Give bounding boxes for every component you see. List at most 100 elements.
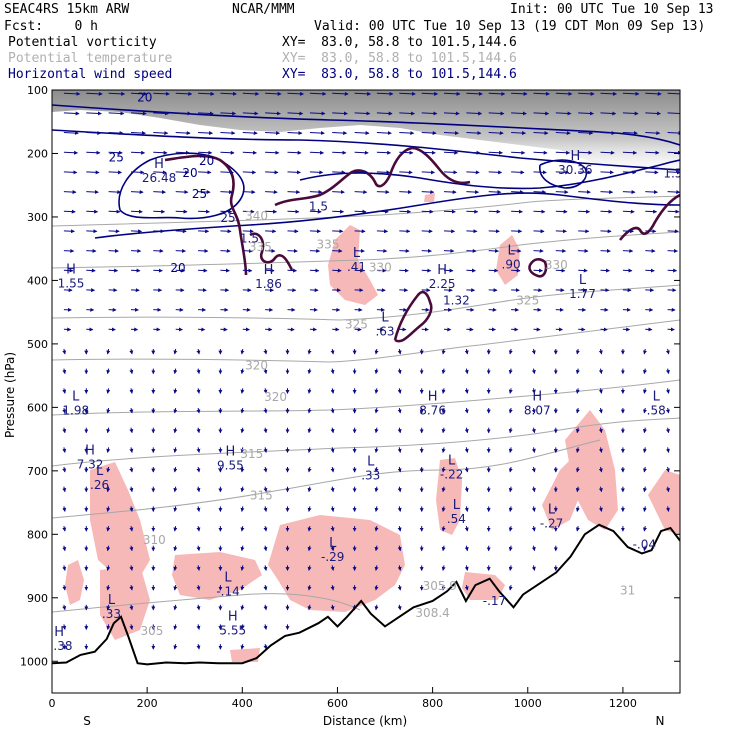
wind-vector [86, 248, 97, 253]
wind-vector [198, 131, 214, 136]
wind-vector [598, 427, 603, 434]
wind-vector [598, 447, 603, 453]
theta-contour-label: 315 [250, 488, 273, 502]
wind-vector [600, 131, 616, 136]
pv-shading-blob [436, 458, 462, 535]
wind-vector [108, 229, 120, 234]
wind-vector [578, 209, 591, 214]
field-name-pv: Potential vorticity [8, 35, 157, 50]
wind-vector [354, 150, 369, 155]
wind-vector [240, 466, 245, 473]
theta-contour-label: 330 [369, 261, 392, 275]
wind-vector [508, 427, 513, 434]
wind-vector [600, 190, 614, 195]
extremum-value: 1.55 [58, 276, 85, 290]
wind-vector [240, 486, 245, 493]
wind-vector [220, 150, 235, 155]
wind-vector [600, 111, 617, 116]
wind-vector [555, 131, 571, 136]
wind-vector [511, 131, 527, 136]
wind-vector [598, 388, 603, 394]
wind-contour [299, 159, 680, 190]
wind-vector [307, 604, 312, 611]
extremum-letter: L [329, 536, 337, 551]
wind-vector [220, 248, 231, 253]
extremum-value: 8.07 [524, 403, 551, 417]
wind-vector [173, 643, 178, 650]
wind-vector [196, 348, 201, 355]
wind-vector [62, 407, 67, 414]
wind-vector [464, 545, 469, 552]
wind-vector [600, 209, 613, 214]
wind-vector [196, 565, 201, 571]
wind-vector [397, 368, 402, 375]
wind-vector [287, 111, 304, 116]
extremum-value: -.22 [440, 467, 463, 481]
wind-vector [464, 506, 469, 512]
extremum-letter: L [453, 498, 461, 513]
wind-vector [376, 248, 388, 253]
wind-vector [575, 447, 580, 453]
wind-vector [466, 170, 480, 175]
wind-vector [667, 209, 680, 214]
wind-vector [62, 447, 67, 453]
wind-vector [665, 368, 670, 375]
theta-contour-label: 335 [316, 238, 339, 252]
wind-vector [533, 150, 548, 155]
wind-vector [153, 150, 168, 155]
wind-vector [220, 111, 237, 116]
pv-shading-blob [172, 552, 262, 600]
wind-vector [63, 209, 76, 214]
wind-vector [240, 506, 245, 512]
wind-vector [287, 91, 305, 96]
extremum-value: .33 [102, 607, 121, 621]
wind-vector [330, 407, 335, 414]
wind-vector [575, 368, 580, 375]
wind-vector [240, 525, 245, 532]
wind-vector [645, 229, 657, 234]
wind-vector [399, 209, 412, 214]
wind-vector [464, 407, 469, 414]
wind-vector [374, 565, 379, 571]
wind-vector [265, 170, 279, 175]
wind-vector [106, 565, 111, 571]
wind-vector [466, 248, 477, 253]
wind-vector [307, 368, 312, 375]
wind-vector [466, 229, 478, 234]
pv-shading-blob [462, 572, 505, 600]
wind-vector [130, 170, 145, 175]
wind-vector [196, 388, 201, 394]
wind-vector [263, 565, 268, 571]
organization-label: NCAR/MMM [232, 2, 295, 17]
wind-vector [645, 248, 656, 253]
wind-vector [488, 170, 503, 175]
wind-vector [332, 229, 344, 234]
wind-vector [575, 388, 580, 394]
wind-vector [330, 545, 335, 552]
wind-vector [555, 170, 570, 175]
extremum-value: 8.76 [419, 403, 446, 417]
wind-vector [220, 209, 233, 214]
wind-vector [421, 111, 438, 116]
wind-vector [533, 229, 545, 234]
extremum-value: 26.48 [142, 171, 176, 185]
wind-vector [600, 150, 615, 155]
wind-vector [508, 466, 513, 473]
extremum-value: -.14 [216, 584, 239, 598]
wind-vector [441, 486, 446, 493]
wind-vector [108, 150, 123, 155]
wind-vector [376, 131, 392, 136]
wind-vector [242, 229, 254, 234]
wind-vector [332, 190, 345, 195]
wind-vector [332, 91, 349, 96]
wind-vector [488, 91, 506, 96]
wind-vector [309, 131, 325, 136]
wind-vector [441, 466, 446, 473]
wind-vector [307, 447, 312, 453]
wind-vector [153, 209, 166, 214]
wind-vector [464, 565, 469, 571]
wind-vector [307, 545, 312, 552]
wind-vector [421, 248, 432, 253]
pv-contour [393, 290, 433, 343]
wind-vector [242, 91, 260, 96]
